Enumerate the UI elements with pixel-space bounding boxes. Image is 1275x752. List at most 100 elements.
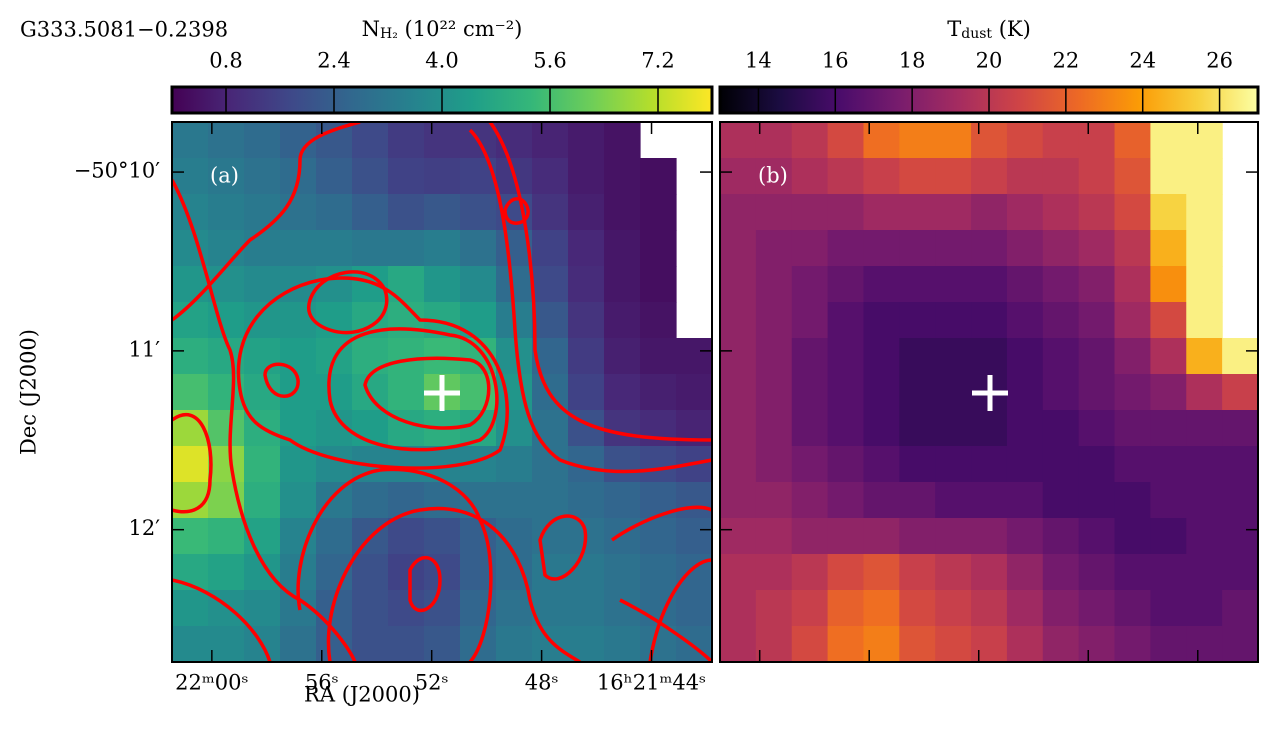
- colorbar-tick-label: 18: [899, 49, 926, 73]
- heatmap-cell: [1114, 482, 1151, 519]
- heatmap-cell: [640, 374, 677, 411]
- heatmap-cell: [1186, 554, 1223, 591]
- heatmap-cell: [1006, 590, 1044, 627]
- heatmap-cell: [1078, 122, 1116, 159]
- heatmap-cell: [720, 482, 757, 519]
- heatmap-cell: [388, 122, 425, 159]
- heatmap-cell: [1006, 410, 1044, 447]
- heatmap-cell: [899, 590, 936, 627]
- heatmap-cell: [863, 482, 900, 519]
- heatmap-cell: [496, 338, 533, 375]
- heatmap-cell: [863, 230, 900, 267]
- heatmap-cell: [755, 446, 793, 483]
- heatmap-cell: [899, 266, 936, 303]
- heatmap-cell: [791, 374, 829, 411]
- heatmap-cell: [568, 230, 605, 267]
- heatmap-cell: [720, 626, 757, 663]
- heatmap-cell: [172, 626, 209, 663]
- heatmap-cell: [352, 374, 389, 411]
- heatmap-cell: [755, 626, 793, 663]
- heatmap-cell: [755, 194, 793, 231]
- colorbar-unit: (10²² cm⁻²): [398, 17, 522, 41]
- heatmap-cell: [1042, 482, 1080, 519]
- heatmap-cell: [568, 554, 605, 591]
- heatmap-cell: [604, 446, 641, 483]
- heatmap-cell: [863, 158, 900, 195]
- heatmap-cell: [791, 338, 829, 375]
- colorbar-tick-label: 16: [822, 49, 849, 73]
- heatmap-cell: [244, 590, 281, 627]
- heatmap-cell: [388, 518, 425, 555]
- heatmap-cell: [424, 518, 461, 555]
- panel-label: (b): [758, 164, 788, 188]
- colorbar-tick-label: 0.8: [209, 49, 242, 73]
- heatmap-cell: [755, 266, 793, 303]
- heatmap-cell: [899, 374, 936, 411]
- heatmap-cell: [172, 122, 209, 159]
- heatmap-cell: [1006, 338, 1044, 375]
- heatmap-cell: [316, 374, 353, 411]
- heatmap-cell: [604, 158, 641, 195]
- heatmap-cell: [424, 122, 461, 159]
- heatmap-cell: [1150, 554, 1187, 591]
- heatmap-cell: [1186, 626, 1223, 663]
- heatmap-cell: [532, 122, 569, 159]
- heatmap-cell: [1222, 338, 1259, 375]
- heatmap-cell: [971, 410, 1008, 447]
- heatmap-cell: [1042, 626, 1080, 663]
- heatmap-cell: [604, 410, 641, 447]
- heatmap-cell: [568, 590, 605, 627]
- heatmap-cell: [935, 554, 972, 591]
- heatmap-cell: [568, 482, 605, 519]
- heatmap-cell: [1006, 482, 1044, 519]
- panel-frame: [171, 121, 713, 663]
- heatmap-cell: [971, 446, 1008, 483]
- heatmap-cell: [827, 410, 865, 447]
- heatmap-cell: [720, 266, 757, 303]
- heatmap-cell: [1114, 518, 1151, 555]
- x-tick-label: 52ˢ: [415, 671, 449, 695]
- heatmap-cell: [244, 446, 281, 483]
- heatmap-cell: [791, 230, 829, 267]
- heatmap-cell: [1186, 230, 1223, 267]
- heatmap-cell: [1150, 410, 1187, 447]
- heatmap-cell: [791, 482, 829, 519]
- heatmap-cell: [720, 446, 757, 483]
- heatmap-cell: [676, 338, 713, 375]
- contour: [503, 197, 530, 225]
- heatmap-cell: [899, 626, 936, 663]
- heatmap-cell: [316, 518, 353, 555]
- contour: [236, 276, 509, 470]
- heatmap-cell: [863, 446, 900, 483]
- heatmap-cell: [640, 230, 677, 267]
- y-tick-label: 11′: [129, 337, 161, 361]
- heatmap-cell: [604, 374, 641, 411]
- heatmap-cell: [827, 626, 865, 663]
- heatmap-cell: [352, 482, 389, 519]
- colorbar-tick-label: 5.6: [533, 49, 566, 73]
- heatmap-cell: [640, 410, 677, 447]
- heatmap-cell: [604, 518, 641, 555]
- heatmap-cell: [172, 590, 209, 627]
- heatmap-cell: [863, 518, 900, 555]
- heatmap-cell: [388, 230, 425, 267]
- heatmap-cell: [1222, 626, 1259, 663]
- heatmap-cell: [720, 194, 757, 231]
- heatmap-cell: [244, 266, 281, 303]
- colorbar-tick-label: 22: [1052, 49, 1079, 73]
- heatmap-cell: [1006, 194, 1044, 231]
- heatmap-cell: [971, 302, 1008, 339]
- heatmap-cell: [755, 590, 793, 627]
- heatmap-cell: [1042, 266, 1080, 303]
- heatmap-cell: [604, 266, 641, 303]
- heatmap-cell: [899, 482, 936, 519]
- heatmap-cell: [1042, 554, 1080, 591]
- heatmap-cell: [244, 194, 281, 231]
- colorbar-label: NH₂ (10²² cm⁻²): [362, 17, 523, 43]
- heatmap-cell: [1114, 410, 1151, 447]
- heatmap-cell: [827, 302, 865, 339]
- heatmap-cell: [604, 122, 641, 159]
- heatmap-cell: [899, 338, 936, 375]
- colorbar-tick-label: 2.4: [317, 49, 350, 73]
